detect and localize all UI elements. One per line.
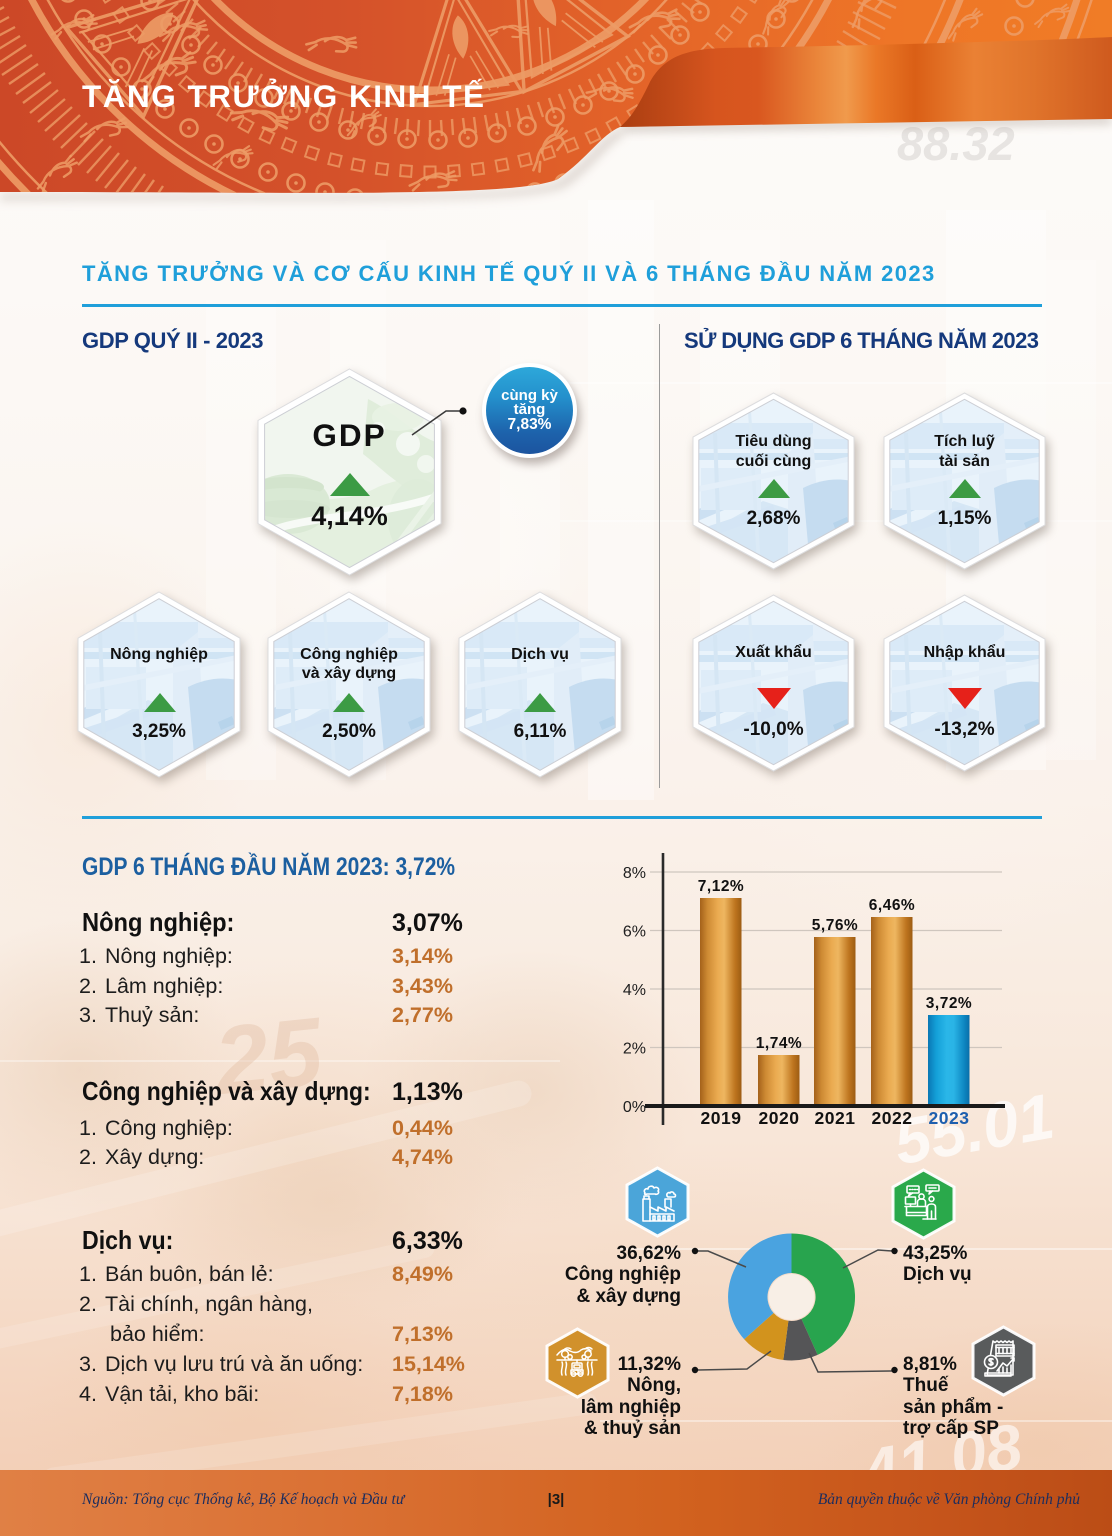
svg-text:6%: 6% <box>623 923 646 940</box>
svg-text:2020: 2020 <box>759 1108 800 1128</box>
svg-text:3,72%: 3,72% <box>926 995 972 1012</box>
svg-text:1,74%: 1,74% <box>756 1035 802 1052</box>
svg-text:8%: 8% <box>623 865 646 882</box>
svg-text:7,12%: 7,12% <box>698 878 744 895</box>
svg-text:2022: 2022 <box>872 1108 913 1128</box>
svg-text:6,46%: 6,46% <box>869 897 915 914</box>
svg-text:2023: 2023 <box>929 1108 970 1128</box>
svg-text:4%: 4% <box>623 982 646 999</box>
svg-text:2021: 2021 <box>815 1108 856 1128</box>
svg-text:5,76%: 5,76% <box>812 917 858 934</box>
svg-text:2019: 2019 <box>701 1108 742 1128</box>
svg-text:0%: 0% <box>623 1099 646 1116</box>
svg-text:2%: 2% <box>623 1040 646 1057</box>
